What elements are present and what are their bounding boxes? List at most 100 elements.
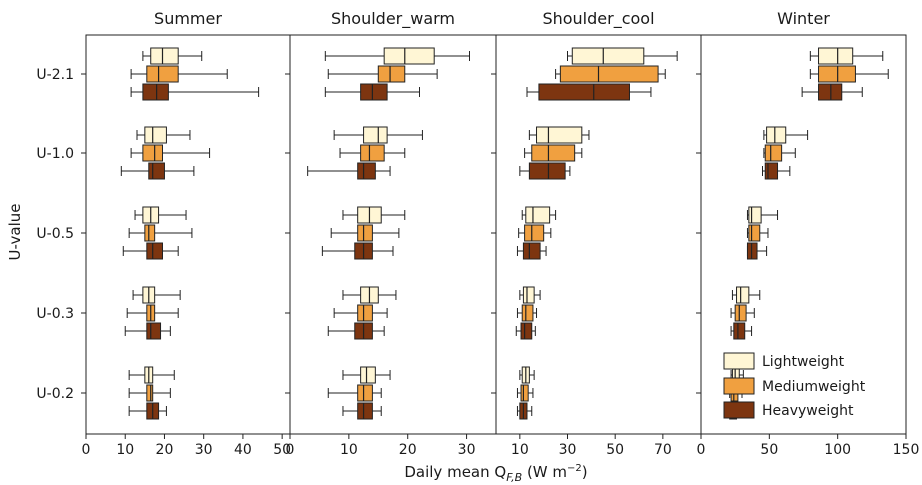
x-tick-label: 50 — [606, 442, 624, 458]
legend-label: Heavyweight — [762, 403, 854, 419]
panel-2: Shoulder_warm 0 10 20 30 — [285, 9, 497, 458]
box-mediumweight-u-0.3 — [516, 304, 538, 322]
box-heavyweight-u-0.3 — [515, 322, 536, 340]
box-mediumweight-u-0.2 — [128, 384, 171, 402]
y-tick-label: U-0.3 — [36, 306, 74, 322]
x-tick-label: 30 — [458, 442, 476, 458]
box-mediumweight-u-1.0 — [763, 144, 796, 162]
legend-entry-mediumweight: Mediumweight — [723, 377, 866, 395]
box-heavyweight-u-2.1 — [801, 83, 863, 101]
box-mediumweight-u-0.3 — [333, 304, 388, 322]
box-iqr — [746, 242, 758, 260]
box-iqr — [734, 304, 747, 322]
legend: Lightweight Mediumweight Heavyweight — [723, 352, 866, 419]
box-mediumweight-u-1.0 — [130, 144, 211, 162]
box-heavyweight-u-0.2 — [342, 402, 382, 420]
box-iqr — [818, 65, 856, 83]
box-iqr — [520, 384, 529, 402]
box-lightweight-u-2.1 — [809, 47, 884, 65]
box-iqr — [536, 126, 583, 144]
panel-4: Winter 0 50 100 150 — [696, 9, 919, 458]
box-mediumweight-u-0.5 — [518, 224, 552, 242]
box-iqr — [363, 126, 388, 144]
box-heavyweight-u-2.1 — [526, 83, 652, 101]
box-iqr — [146, 65, 179, 83]
legend-entry-heavyweight: Heavyweight — [723, 401, 854, 419]
x-tick-label: 50 — [760, 442, 778, 458]
box-iqr — [148, 162, 165, 180]
x-tick-label: 30 — [195, 442, 213, 458]
y-tick-label: U-0.2 — [36, 386, 74, 402]
x-tick-label: 50 — [273, 442, 291, 458]
box-iqr — [146, 384, 154, 402]
x-tick-label: 40 — [234, 442, 252, 458]
panel-1: Summer 0 10 20 30 40 50 — [81, 9, 291, 458]
box-iqr — [818, 47, 854, 65]
box-heavyweight-u-1.0 — [519, 162, 571, 180]
box-iqr — [559, 65, 659, 83]
panel-title: Shoulder_cool — [542, 9, 654, 29]
box-lightweight-u-0.3 — [342, 286, 397, 304]
box-mediumweight-u-0.2 — [516, 384, 534, 402]
box-lightweight-u-1.0 — [528, 126, 590, 144]
box-iqr — [818, 83, 843, 101]
legend-label: Mediumweight — [762, 379, 866, 395]
box-heavyweight-u-1.0 — [762, 162, 791, 180]
box-mediumweight-u-2.1 — [809, 65, 889, 83]
box-heavyweight-u-0.3 — [730, 322, 753, 340]
x-tick-label: 30 — [559, 442, 577, 458]
box-lightweight-u-0.2 — [519, 366, 535, 384]
box-iqr — [357, 162, 376, 180]
box-heavyweight-u-0.2 — [128, 402, 167, 420]
box-iqr — [142, 83, 169, 101]
box-iqr — [357, 224, 373, 242]
box-iqr — [748, 206, 762, 224]
box-iqr — [733, 322, 746, 340]
panel-frame — [85, 34, 291, 435]
panel-3: Shoulder_cool 10 30 50 70 — [491, 9, 702, 458]
y-axis: U-value U-2.1 U-1.0 U-0.5 U-0.3 U-0.2 — [6, 67, 74, 402]
x-tick-label: 20 — [399, 442, 417, 458]
box-iqr — [525, 206, 551, 224]
box-heavyweight-u-0.2 — [516, 402, 533, 420]
box-iqr — [383, 47, 435, 65]
box-iqr — [360, 144, 385, 162]
box-mediumweight-u-0.3 — [730, 304, 755, 322]
box-iqr — [146, 242, 164, 260]
box-iqr — [360, 366, 376, 384]
box-lightweight-u-1.0 — [333, 126, 423, 144]
box-lightweight-u-2.1 — [142, 47, 203, 65]
legend-label: Lightweight — [762, 354, 845, 370]
box-iqr — [520, 322, 533, 340]
box-lightweight-u-0.5 — [521, 206, 557, 224]
box-iqr — [360, 83, 388, 101]
box-iqr — [144, 224, 156, 242]
y-axis-label: U-value — [6, 204, 24, 261]
panel-title: Shoulder_warm — [331, 9, 455, 29]
box-mediumweight-u-0.5 — [128, 224, 193, 242]
box-lightweight-u-2.1 — [567, 47, 678, 65]
box-iqr — [748, 224, 761, 242]
box-heavyweight-u-2.1 — [130, 83, 260, 101]
box-mediumweight-u-2.1 — [555, 65, 666, 83]
box-iqr — [377, 65, 406, 83]
x-tick-label: 10 — [116, 442, 134, 458]
box-lightweight-u-0.5 — [134, 206, 187, 224]
box-iqr — [531, 144, 576, 162]
box-lightweight-u-0.3 — [731, 286, 761, 304]
box-mediumweight-u-2.1 — [130, 65, 228, 83]
box-iqr — [142, 144, 163, 162]
legend-swatch — [723, 401, 755, 419]
x-tick-label: 150 — [893, 442, 920, 458]
box-heavyweight-u-0.5 — [321, 242, 394, 260]
box-iqr — [764, 144, 783, 162]
legend-entry-lightweight: Lightweight — [723, 352, 845, 370]
x-tick-label: 70 — [654, 442, 672, 458]
x-tick-label: 0 — [286, 442, 295, 458]
box-iqr — [144, 126, 167, 144]
x-axis-label: Daily mean QF,B (W m−2) — [404, 463, 587, 484]
box-iqr — [538, 83, 630, 101]
box-lightweight-u-2.1 — [324, 47, 471, 65]
box-mediumweight-u-0.5 — [330, 224, 400, 242]
